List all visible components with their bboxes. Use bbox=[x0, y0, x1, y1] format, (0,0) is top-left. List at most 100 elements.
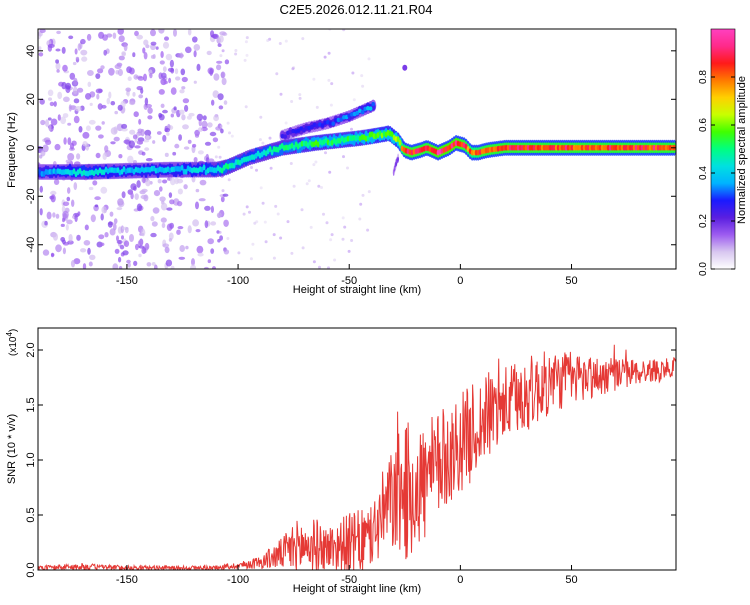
ridge-cell-core bbox=[572, 144, 576, 151]
spectrogram-background-cell bbox=[55, 213, 60, 219]
spectrogram-background-cell bbox=[118, 55, 125, 61]
spectrogram-background-cell bbox=[49, 101, 55, 107]
spectrogram-background-cell bbox=[182, 124, 189, 130]
spectrogram-background-cell bbox=[152, 207, 160, 214]
spectrogram-background-cell bbox=[220, 196, 225, 203]
spectrogram-background-cell bbox=[151, 262, 156, 266]
spectrogram-background-cell bbox=[361, 193, 365, 197]
spectrogram-background-cell bbox=[76, 153, 81, 160]
spectrogram-background-cell bbox=[191, 258, 195, 266]
spectrogram-background-cell bbox=[210, 34, 218, 38]
ridge-cell-core bbox=[488, 146, 492, 153]
spectrogram-background-cell bbox=[68, 35, 74, 40]
spectrogram-background-cell bbox=[63, 137, 67, 145]
upper-branch-cell-core bbox=[312, 122, 317, 128]
spectrogram-background-cell bbox=[137, 76, 144, 81]
spectrogram-background-cell bbox=[85, 93, 92, 100]
spectrogram-background-cell bbox=[255, 220, 259, 224]
spectrogram-background-cell bbox=[309, 225, 313, 229]
spectrogram-background-cell bbox=[183, 184, 188, 190]
ridge-cell-core bbox=[368, 131, 372, 138]
ridge-cell-core bbox=[582, 144, 586, 151]
snr-frame bbox=[37, 327, 677, 571]
spectrogram-background-cell bbox=[216, 60, 223, 64]
ridge-cell-core bbox=[64, 168, 68, 175]
spectrogram-background-cell bbox=[318, 265, 321, 269]
spectrogram-background-cell bbox=[224, 59, 230, 65]
spectrogram-frame bbox=[37, 28, 677, 270]
spectrogram-background-cell bbox=[243, 58, 247, 62]
snr-scale-exponent: 4 bbox=[5, 332, 14, 337]
spectrogram-background-cell bbox=[62, 210, 69, 219]
ridge-cell-core bbox=[472, 149, 476, 156]
spectrogram-background-cell bbox=[327, 266, 330, 269]
spectrogram-background-cell bbox=[107, 221, 113, 228]
spectrogram-background-cell bbox=[84, 224, 89, 231]
ridge-cell-core bbox=[108, 167, 112, 173]
upper-branch-cell-core bbox=[339, 117, 344, 122]
spectrogram-background-cell bbox=[217, 93, 224, 101]
spectrogram-background-cell bbox=[48, 97, 52, 101]
spectrogram-background-cell bbox=[187, 225, 192, 234]
spectrogram-background-cell bbox=[61, 46, 66, 54]
upper-branch-cell-core bbox=[358, 108, 362, 114]
spectrogram-background-cell bbox=[87, 81, 92, 88]
spectrogram-background-cell bbox=[69, 142, 75, 150]
upper-branch-cell-core bbox=[280, 134, 285, 139]
ridge-cell-core bbox=[540, 144, 544, 151]
spectrogram-background-cell bbox=[122, 250, 129, 256]
ridge-cell-core bbox=[616, 144, 620, 151]
spectrogram-background-cell bbox=[196, 63, 201, 71]
upper-branch-cell-core bbox=[334, 118, 338, 123]
spectrogram-background-cell bbox=[136, 34, 143, 40]
spectrogram-background-cell bbox=[158, 112, 163, 118]
spectrogram-background-cell bbox=[73, 98, 80, 104]
spectrogram-background-cell bbox=[117, 68, 123, 77]
spectrogram-background-cell bbox=[136, 140, 143, 145]
ridge-cell-core bbox=[532, 144, 536, 151]
spectrogram-background-cell bbox=[74, 214, 78, 223]
spectrogram-background-cell bbox=[73, 258, 81, 265]
spectrogram-background-cell bbox=[134, 145, 141, 149]
spectrogram-background-cell bbox=[95, 88, 103, 94]
spectrogram-background-cell bbox=[102, 152, 107, 160]
snr-y-tick-label: 1.0 bbox=[25, 452, 37, 467]
snr-x-tick-label: -100 bbox=[227, 574, 249, 586]
spectrogram-background-cell bbox=[68, 234, 73, 242]
spectrogram-background-cell bbox=[195, 201, 199, 210]
ridge-cell-core bbox=[626, 144, 630, 151]
spectrogram-background-cell bbox=[67, 137, 72, 146]
spectrogram-background-cell bbox=[110, 141, 116, 145]
spectrogram-background-cell bbox=[67, 187, 71, 194]
spectrogram-background-cell bbox=[121, 235, 124, 240]
spectrogram-background-cell bbox=[160, 51, 164, 58]
spectrogram-background-cell bbox=[103, 49, 107, 56]
ridge-cell-core bbox=[490, 146, 494, 153]
spectrogram-background-cell bbox=[121, 191, 126, 199]
ridge-cell-core bbox=[646, 144, 650, 151]
spectrogram-background-cell bbox=[178, 134, 183, 141]
spectrogram-background-cell bbox=[134, 193, 139, 201]
spectrogram-background-cell bbox=[123, 240, 130, 247]
spectrogram-background-cell bbox=[110, 127, 118, 135]
spectrogram-background-cell bbox=[346, 166, 349, 170]
spectrogram-background-cell bbox=[237, 251, 241, 255]
spectrogram-background-cell bbox=[55, 59, 59, 64]
spectrogram-background-cell bbox=[66, 196, 71, 202]
upper-branch-cell-core bbox=[328, 121, 333, 126]
spectrogram-background-cell bbox=[361, 84, 365, 88]
ridge-cell-core bbox=[466, 146, 470, 152]
ridge-cell-core bbox=[390, 131, 394, 138]
snr-x-tick-label: -50 bbox=[341, 574, 357, 586]
ridge-cell-core bbox=[366, 135, 370, 142]
spectrogram-background-cell bbox=[323, 55, 327, 59]
spectrogram-background-cell bbox=[143, 73, 147, 82]
spectrogram-background-cell bbox=[100, 213, 104, 221]
spectrogram-background-cell bbox=[207, 122, 213, 128]
spectrogram-background-cell bbox=[129, 129, 136, 135]
spectrogram-y-tick-label: 40 bbox=[25, 45, 37, 57]
spectrogram-background-cell bbox=[92, 180, 98, 186]
ridge-cell-core bbox=[606, 144, 610, 151]
spectrogram-background-cell bbox=[298, 96, 302, 100]
